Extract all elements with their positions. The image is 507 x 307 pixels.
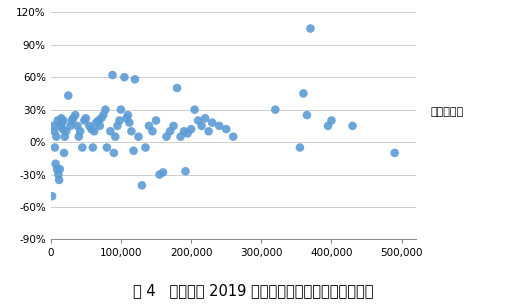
Point [55,177,63,182]
Point [111,134,119,139]
Point [173,86,181,91]
Point [169,123,177,128]
Point [108,72,117,77]
Point [149,129,157,134]
Point [57,116,65,121]
Point [82,116,90,121]
Point [97,116,105,121]
Point [201,116,209,121]
Point [141,145,150,150]
Point [229,134,237,139]
Point [159,170,167,175]
Point [76,129,84,134]
Point [184,131,192,136]
Point [50,123,58,128]
Point [64,93,73,98]
Point [116,118,124,123]
Point [162,134,170,139]
Point [56,167,64,172]
Point [48,194,56,199]
Point [106,129,115,134]
Point [54,118,62,123]
Point [69,116,77,121]
Point [101,107,110,112]
Point [324,123,332,128]
Point [182,169,190,174]
Point [87,127,95,132]
Point [68,118,76,123]
Point [120,75,128,80]
Point [198,123,206,128]
Point [90,129,98,134]
Point [58,120,66,125]
Point [103,145,111,150]
Point [156,172,164,177]
Point [54,172,62,177]
Point [62,129,70,134]
Point [208,120,216,125]
Point [296,145,304,150]
Point [138,183,146,188]
Point [303,113,311,118]
Point [53,167,61,172]
Point [52,161,60,166]
Point [222,127,230,132]
Point [131,77,139,82]
Point [52,134,60,139]
Point [80,118,88,123]
Point [124,113,132,118]
Point [59,118,67,123]
Point [92,120,100,125]
Point [129,148,137,153]
Point [74,123,82,128]
Point [60,150,68,155]
Point [125,120,133,125]
Point [191,107,199,112]
Point [306,26,314,31]
Point [56,123,64,128]
Point [59,127,67,132]
Point [134,134,142,139]
Point [176,134,185,139]
Point [50,129,58,134]
Point [99,113,107,118]
Point [299,91,307,96]
Point [78,145,86,150]
Point [328,118,336,123]
Point [271,107,279,112]
Point [96,123,104,128]
Point [85,123,93,128]
Point [117,107,125,112]
Point [71,113,79,118]
Point [390,150,399,155]
Point [194,118,202,123]
Point [123,116,131,121]
Point [51,145,59,150]
Point [89,145,97,150]
Point [145,123,153,128]
Point [187,127,195,132]
Point [152,118,160,123]
Point [166,129,174,134]
Point [348,123,356,128]
Point [94,118,102,123]
Point [61,134,69,139]
Text: 单位：万元: 单位：万元 [430,107,463,117]
Point [66,123,75,128]
Point [205,129,213,134]
Point [215,123,223,128]
Point [114,123,122,128]
Point [110,150,118,155]
Text: 图 4   信托公司 2019 年信托业务收入与增速的散点图: 图 4 信托公司 2019 年信托业务收入与增速的散点图 [133,283,374,298]
Point [180,129,188,134]
Point [127,129,135,134]
Point [75,134,83,139]
